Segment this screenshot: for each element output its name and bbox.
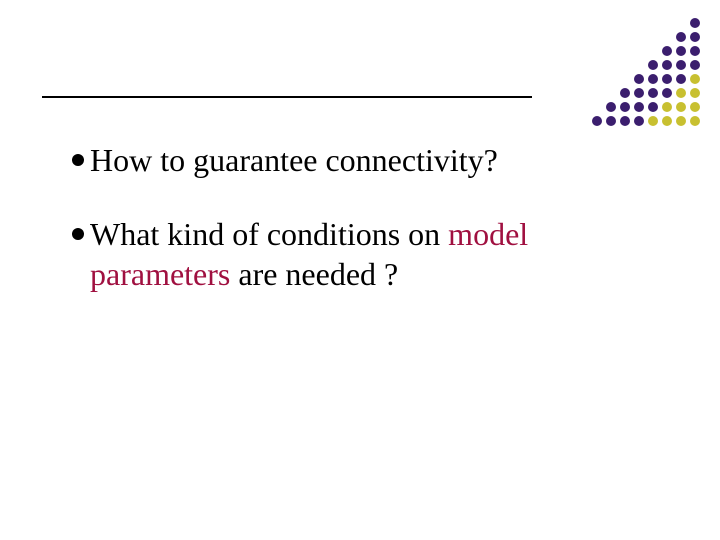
bullet-item: How to guarantee connectivity? [72,140,660,180]
decorative-dot [690,116,700,126]
decorative-dot [620,102,630,112]
decorative-dot [676,46,686,56]
decorative-dot [606,102,616,112]
decorative-dot [676,88,686,98]
decorative-dot [676,74,686,84]
decorative-dot [662,88,672,98]
header-divider [42,96,532,98]
decorative-dot [662,116,672,126]
decorative-dot [648,102,658,112]
decorative-dot [648,74,658,84]
text-span: are needed ? [230,256,398,292]
bullet-marker [72,228,84,240]
bullet-text: What kind of conditions on model paramet… [90,214,660,294]
decorative-dot [592,116,602,126]
bullet-text: How to guarantee connectivity? [90,140,498,180]
text-span: What kind of conditions on [90,216,448,252]
decorative-dot [634,88,644,98]
decorative-dot [620,88,630,98]
decorative-dot [676,32,686,42]
decorative-dots [592,18,702,128]
slide-content: How to guarantee connectivity? What kind… [72,140,660,328]
decorative-dot [606,116,616,126]
bullet-marker [72,154,84,166]
decorative-dot [690,88,700,98]
decorative-dot [690,74,700,84]
decorative-dot [662,74,672,84]
decorative-dot [662,46,672,56]
decorative-dot [662,102,672,112]
decorative-dot [634,116,644,126]
decorative-dot [690,102,700,112]
text-span: How to guarantee connectivity? [90,142,498,178]
decorative-dot [648,88,658,98]
decorative-dot [662,60,672,70]
decorative-dot [676,60,686,70]
decorative-dot [690,46,700,56]
decorative-dot [690,32,700,42]
decorative-dot [690,18,700,28]
decorative-dot [620,116,630,126]
decorative-dot [690,60,700,70]
decorative-dot [648,60,658,70]
bullet-item: What kind of conditions on model paramet… [72,214,660,294]
decorative-dot [676,102,686,112]
decorative-dot [676,116,686,126]
decorative-dot [648,116,658,126]
decorative-dot [634,102,644,112]
decorative-dot [634,74,644,84]
